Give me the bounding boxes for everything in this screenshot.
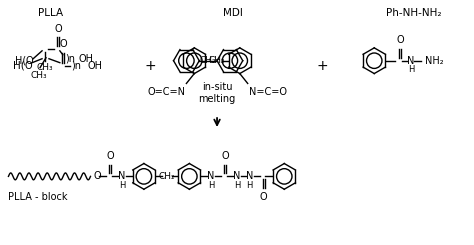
Text: H: H [246,181,253,190]
Text: N: N [208,172,215,181]
Text: O=C=N: O=C=N [147,87,185,98]
Text: O: O [54,24,62,34]
Text: CH₃: CH₃ [36,63,54,72]
Text: CH₂: CH₂ [200,56,217,65]
Text: OH: OH [79,54,94,64]
Text: CH₂: CH₂ [158,172,175,181]
Text: H: H [408,65,414,74]
Text: N: N [407,56,414,66]
Text: OH: OH [88,61,102,71]
Text: N: N [233,172,240,181]
Text: H: H [119,181,125,190]
Text: N=C=O: N=C=O [249,87,287,98]
Text: N: N [246,172,254,181]
Text: PLLA - block: PLLA - block [9,192,68,202]
Text: O: O [93,172,101,181]
Text: )n: )n [65,54,75,64]
Text: NH₂: NH₂ [425,56,443,66]
Text: H: H [234,181,240,190]
Text: CH₂: CH₂ [209,56,225,65]
Text: )n: )n [72,61,82,71]
Text: O: O [396,35,404,45]
Text: H(: H( [13,61,25,71]
Text: O: O [59,39,67,49]
Text: PLLA: PLLA [38,8,64,18]
Text: +: + [316,59,328,73]
Text: CH₃: CH₃ [31,71,47,80]
Text: O: O [107,151,114,160]
Text: N: N [118,172,126,181]
Text: Ph-NH-NH₂: Ph-NH-NH₂ [386,8,442,18]
Text: +: + [144,59,155,73]
Text: O: O [24,61,32,71]
Text: O: O [26,56,33,66]
Text: MDI: MDI [223,8,243,18]
Text: O: O [221,151,229,160]
Text: in-situ
melting: in-situ melting [199,83,236,104]
Text: O: O [260,192,267,202]
Text: H(: H( [15,56,27,66]
Text: H: H [208,181,214,190]
